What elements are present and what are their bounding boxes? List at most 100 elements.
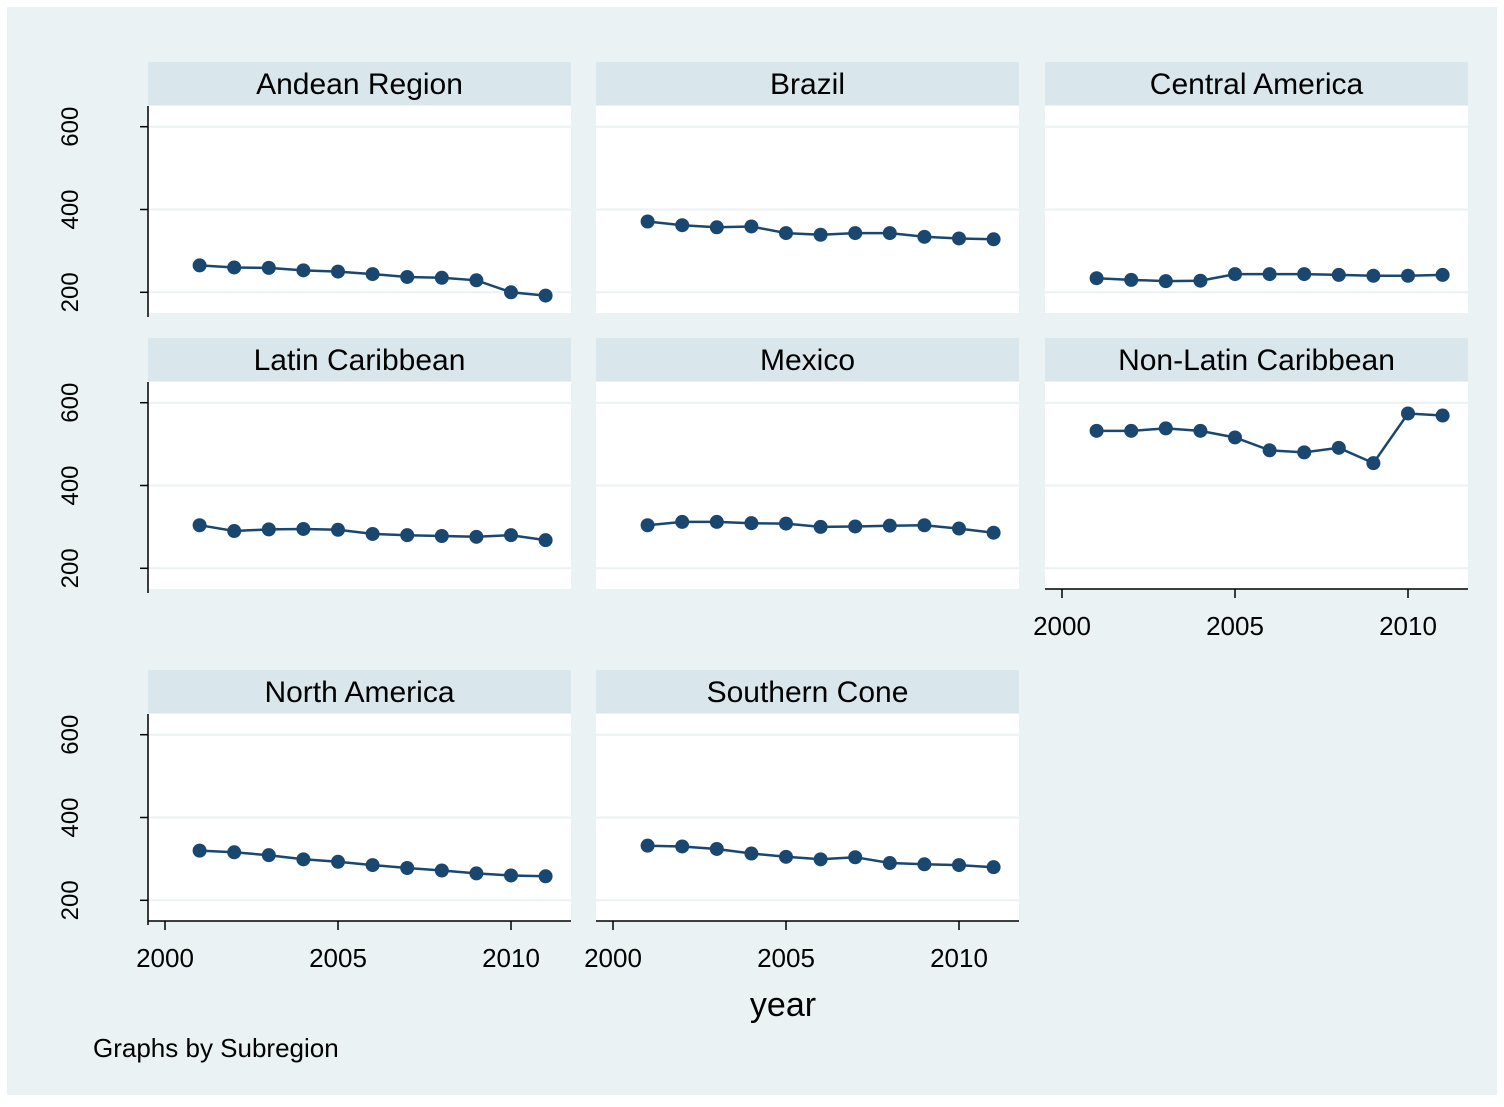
panel-title: Non-Latin Caribbean <box>1118 344 1395 377</box>
panel-title: Latin Caribbean <box>254 344 466 377</box>
data-point <box>917 857 932 872</box>
data-point <box>1401 268 1415 283</box>
panel-strip <box>1045 338 1468 381</box>
data-point <box>538 869 553 884</box>
panel-title: Southern Cone <box>707 676 909 709</box>
data-point <box>400 269 415 284</box>
data-point <box>848 226 863 241</box>
data-point <box>986 525 1001 540</box>
panel-southern-cone: Southern Cone 2000 2005 2010 <box>584 670 1019 973</box>
data-point <box>1366 268 1381 283</box>
data-point <box>744 516 759 531</box>
data-point <box>813 227 828 242</box>
data-point <box>434 529 449 544</box>
data-point <box>365 267 380 282</box>
data-point <box>538 288 553 303</box>
data-point <box>917 229 932 244</box>
data-point <box>952 858 966 873</box>
data-point <box>882 226 897 241</box>
data-point <box>331 522 345 537</box>
panel-central-america: Central America <box>1045 62 1468 313</box>
data-point <box>813 852 828 867</box>
data-point <box>192 258 207 273</box>
x-tick-label: 2000 <box>1033 611 1091 641</box>
data-point <box>296 521 311 536</box>
data-point <box>1124 272 1139 287</box>
data-point <box>1228 267 1242 282</box>
data-point <box>538 533 553 548</box>
x-tick-label: 2005 <box>1206 611 1264 641</box>
data-point <box>882 856 897 871</box>
data-point <box>1228 430 1242 445</box>
data-point <box>1262 443 1277 458</box>
data-point <box>261 260 276 275</box>
panel-strip <box>1045 62 1468 105</box>
y-tick-label: 600 <box>57 383 84 423</box>
x-tick-label: 2010 <box>1379 611 1437 641</box>
data-point <box>1158 274 1173 289</box>
y-tick-label: 600 <box>57 107 84 147</box>
data-point <box>675 514 690 529</box>
data-point <box>227 845 242 860</box>
data-point <box>917 518 932 533</box>
data-point <box>848 519 863 534</box>
data-point <box>709 841 724 856</box>
data-point <box>675 839 690 854</box>
data-point <box>504 528 518 543</box>
data-point <box>779 226 793 241</box>
data-point <box>1193 423 1208 438</box>
data-point <box>331 854 345 869</box>
y-tick-label: 400 <box>57 189 84 229</box>
data-point <box>434 270 449 285</box>
data-point <box>192 843 207 858</box>
panel-north-america: North America 200 400 600 2000 2005 2010 <box>57 670 571 973</box>
x-tick-label: 2000 <box>136 943 194 973</box>
data-point <box>400 861 415 876</box>
panel-strip <box>148 338 571 381</box>
data-point <box>744 846 759 861</box>
panels-layer: Andean Region 200 400 600 Brazil Central Amer… <box>57 62 1468 973</box>
data-point <box>261 522 276 537</box>
data-point <box>1401 406 1415 421</box>
panel-non-latin-caribbean: Non-Latin Caribbean 2000 2005 2010 <box>1033 338 1468 641</box>
data-point <box>1435 267 1450 282</box>
data-point <box>1331 440 1346 455</box>
data-point <box>1331 267 1346 282</box>
data-point <box>434 863 449 878</box>
y-tick-label: 400 <box>57 797 84 837</box>
data-point <box>1435 408 1450 423</box>
y-tick-label: 200 <box>57 880 84 920</box>
data-point <box>1366 456 1381 471</box>
data-point <box>640 214 655 229</box>
data-point <box>986 232 1001 247</box>
data-point <box>227 260 242 275</box>
data-point <box>1089 423 1104 438</box>
data-point <box>640 518 655 533</box>
panel-strip <box>148 670 571 713</box>
x-tick-label: 2000 <box>584 943 642 973</box>
data-point <box>504 868 518 883</box>
data-point <box>469 273 484 288</box>
x-axis-label: year <box>750 986 816 1024</box>
data-point <box>261 848 276 863</box>
data-point <box>709 514 724 529</box>
panel-title: North America <box>264 676 454 709</box>
data-point <box>848 850 863 865</box>
data-point <box>1262 267 1277 282</box>
data-point <box>675 218 690 233</box>
data-point <box>227 524 242 539</box>
panel-latin-caribbean: Latin Caribbean 200 400 600 <box>57 338 571 593</box>
y-tick-label: 600 <box>57 715 84 755</box>
panel-andean-region: Andean Region 200 400 600 <box>57 62 571 317</box>
panel-title: Brazil <box>770 68 845 101</box>
data-point <box>469 529 484 544</box>
panel-mexico: Mexico <box>596 338 1019 589</box>
data-point <box>779 516 793 531</box>
data-point <box>296 263 311 278</box>
data-point <box>1124 423 1139 438</box>
data-point <box>640 838 655 853</box>
data-point <box>709 220 724 235</box>
data-point <box>779 849 793 864</box>
